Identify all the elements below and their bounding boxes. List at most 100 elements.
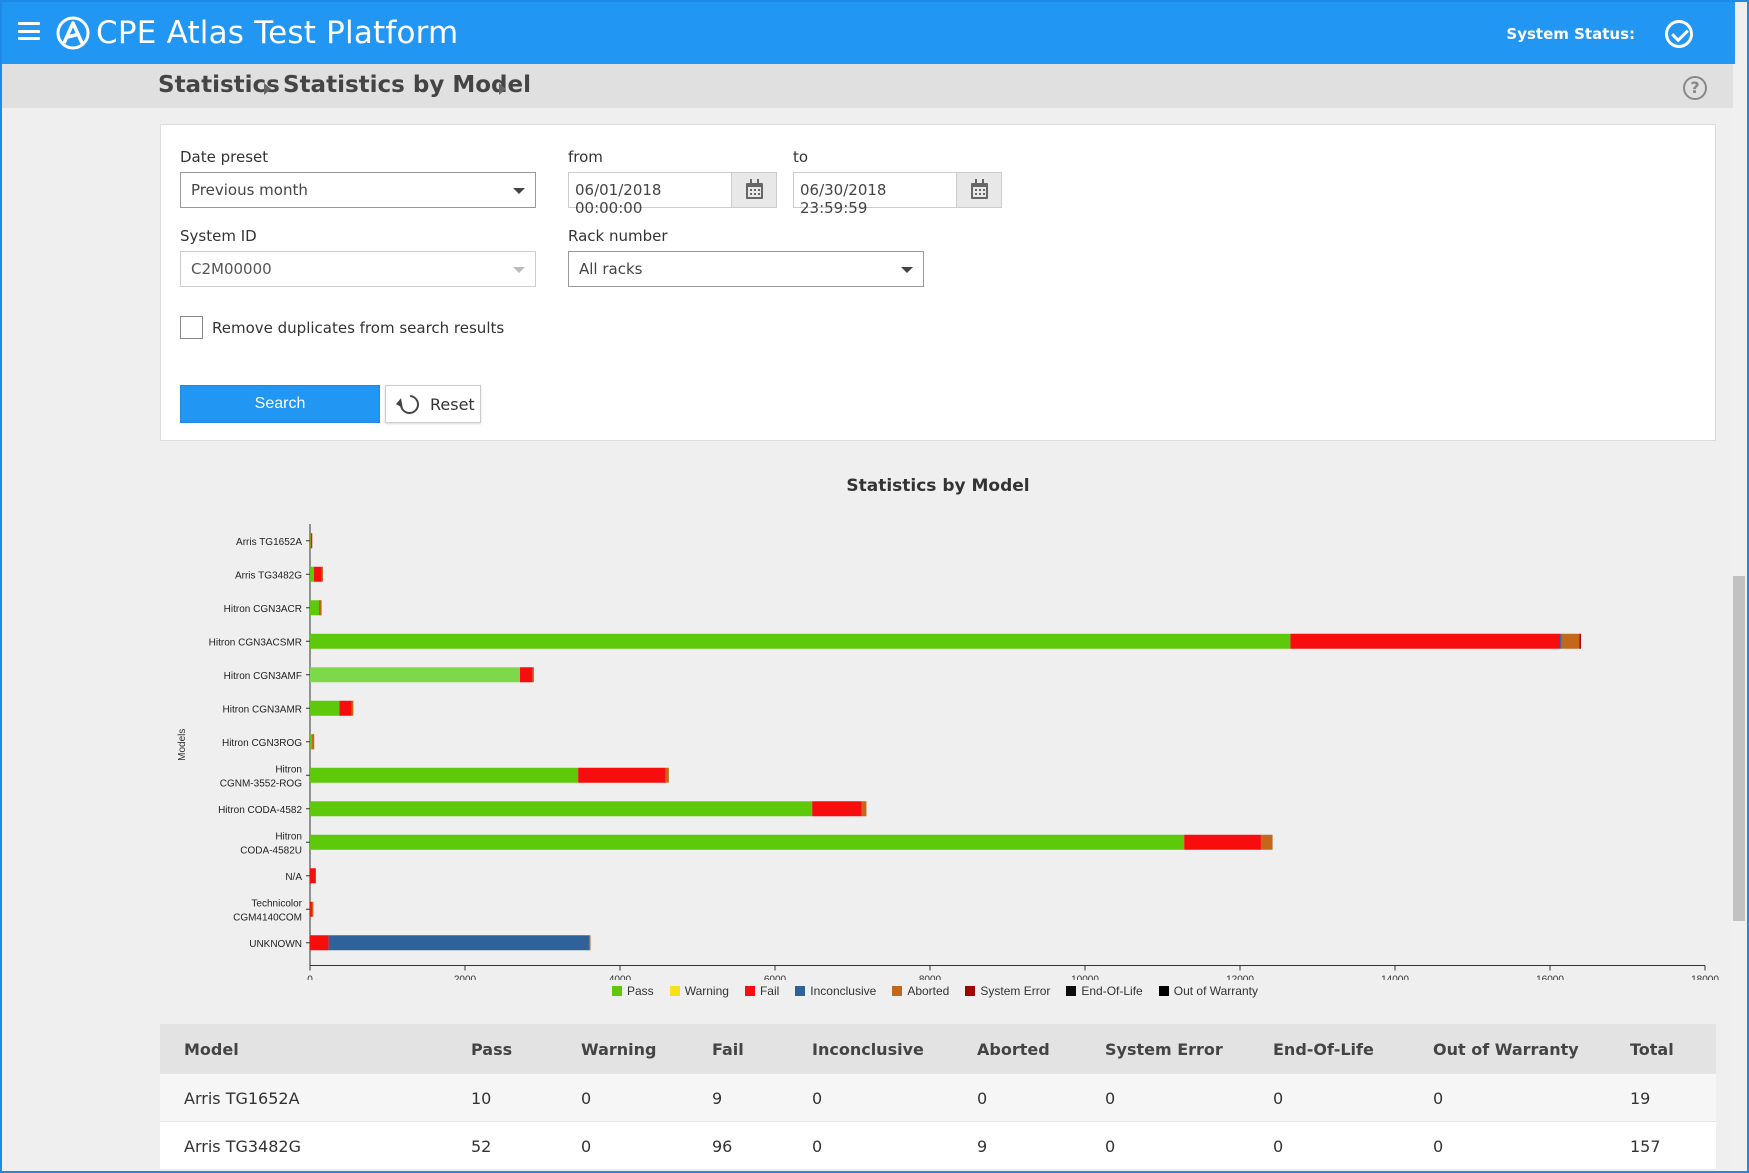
column-header[interactable]: Fail	[712, 1040, 744, 1059]
legend-item[interactable]: Out of Warranty	[1158, 984, 1258, 998]
x-tick-label: 12000	[1226, 975, 1254, 981]
bar-segment-aborted	[861, 801, 867, 817]
column-header[interactable]: Model	[184, 1040, 239, 1059]
table-cell: 9	[977, 1137, 988, 1156]
y-axis-label: Models	[177, 729, 188, 761]
help-icon[interactable]: ?	[1683, 76, 1707, 100]
bar-segment-aborted	[312, 734, 315, 750]
chevron-right-icon	[264, 83, 271, 95]
bar-segment-aborted	[589, 935, 591, 951]
legend-item[interactable]: System Error	[965, 984, 1050, 998]
bar-segment-aborted	[532, 667, 534, 683]
to-calendar-button[interactable]	[956, 172, 1002, 208]
table-row[interactable]: Arris TG1652A 10 0 9 0 0 0 0 0 19	[160, 1074, 1716, 1122]
legend-item[interactable]: Warning	[669, 984, 729, 998]
breadcrumb-statistics-by-model[interactable]: Statistics by Model	[283, 72, 531, 98]
chevron-down-icon	[901, 267, 913, 273]
search-button[interactable]: Search	[180, 385, 380, 423]
bar-segment-fail	[310, 935, 329, 951]
x-tick-label: 8000	[919, 975, 942, 981]
table-cell: 9	[712, 1089, 723, 1108]
menu-icon[interactable]	[18, 22, 40, 40]
bar-segment-pass	[310, 667, 521, 683]
table-cell: 19	[1630, 1089, 1651, 1108]
bar-segment-pass	[310, 600, 320, 616]
category-label: CODA-4582U	[240, 845, 302, 856]
check-circle-icon[interactable]	[1665, 20, 1693, 48]
from-calendar-button[interactable]	[731, 172, 777, 208]
bar-segment-inconclusive	[328, 935, 589, 951]
column-header[interactable]: Pass	[471, 1040, 513, 1059]
to-date-input[interactable]: 06/30/2018 23:59:59	[793, 172, 957, 217]
chevron-down-icon	[513, 267, 525, 273]
legend-label: System Error	[980, 984, 1051, 998]
category-label: Hitron CGN3AMR	[223, 704, 302, 715]
date-preset-label: Date preset	[180, 148, 269, 166]
legend-item[interactable]: End-Of-Life	[1066, 984, 1143, 998]
from-date-input[interactable]: 06/01/2018 00:00:00	[568, 172, 732, 217]
table-row[interactable]: Arris TG3482G 52 0 96 0 9 0 0 0 157	[160, 1122, 1716, 1170]
column-header[interactable]: Aborted	[977, 1040, 1050, 1059]
date-preset-select[interactable]: Previous month	[180, 172, 536, 208]
x-tick-label: 18000	[1691, 975, 1719, 981]
table-cell: 0	[1105, 1089, 1116, 1108]
legend-label: End-Of-Life	[1081, 984, 1143, 998]
legend-item[interactable]: Aborted	[892, 984, 949, 998]
chevron-right-icon	[499, 83, 506, 95]
table-cell: 0	[1433, 1137, 1444, 1156]
x-tick-label: 10000	[1071, 975, 1099, 981]
table-cell: 96	[712, 1137, 733, 1156]
rack-number-select[interactable]: All racks	[568, 251, 924, 287]
bar-segment-fail	[578, 767, 666, 783]
column-header[interactable]: Warning	[581, 1040, 657, 1059]
bar-segment-fail	[1184, 834, 1261, 850]
category-label: Hitron	[275, 764, 302, 775]
bar-segment-pass	[310, 633, 1291, 649]
column-header[interactable]: Out of Warranty	[1433, 1040, 1579, 1059]
legend-swatch	[612, 986, 622, 996]
breadcrumb: Statistics Statistics by Model ?	[0, 64, 1735, 108]
category-label: Arris TG3482G	[235, 570, 302, 581]
table-header-row: Model Pass Warning Fail Inconclusive Aborted S…	[160, 1024, 1716, 1074]
filter-panel: Date preset Previous month from 06/01/20…	[160, 124, 1716, 441]
legend-item[interactable]: Fail	[744, 984, 780, 998]
table-cell: Arris TG3482G	[184, 1137, 301, 1156]
legend-item[interactable]: Pass	[612, 984, 654, 998]
bar-segment-fail	[310, 868, 316, 884]
legend-label: Fail	[759, 984, 780, 998]
bar-segment-fail	[310, 533, 313, 549]
bar-segment-fail	[319, 600, 321, 616]
category-label: CGM4140COM	[233, 912, 302, 923]
bar-segment-fail	[1290, 633, 1561, 649]
legend-swatch	[1158, 986, 1169, 996]
chart-legend: Pass Warning Fail Inconclusive Aborted System…	[612, 984, 1258, 998]
page-scrollbar[interactable]	[1733, 64, 1747, 1171]
from-label: from	[568, 148, 603, 166]
table-cell: 0	[977, 1089, 988, 1108]
column-header[interactable]: Inconclusive	[812, 1040, 924, 1059]
bar-segment-aborted	[1561, 633, 1580, 649]
calendar-icon	[971, 179, 988, 199]
app-title: CPE Atlas Test Platform	[96, 15, 459, 51]
bar-segment-pass	[310, 734, 313, 750]
breadcrumb-statistics[interactable]: Statistics	[158, 72, 280, 98]
column-header[interactable]: Total	[1630, 1040, 1674, 1059]
category-label: CGNM-3552-ROG	[220, 778, 302, 789]
atlas-logo-icon	[56, 16, 90, 50]
table-cell: 0	[1273, 1089, 1284, 1108]
legend-label: Inconclusive	[810, 984, 877, 998]
remove-duplicates-checkbox[interactable]	[180, 316, 203, 339]
x-tick-label: 0	[307, 975, 313, 981]
top-bar: CPE Atlas Test Platform System Status:	[0, 0, 1735, 64]
scrollbar-thumb[interactable]	[1733, 576, 1745, 921]
bar-segment-pass	[310, 834, 1185, 850]
column-header[interactable]: End-Of-Life	[1273, 1040, 1374, 1059]
reset-button[interactable]: Reset	[385, 385, 481, 423]
system-id-select[interactable]: C2M00000	[180, 251, 536, 287]
column-header[interactable]: System Error	[1105, 1040, 1223, 1059]
legend-item[interactable]: Inconclusive	[795, 984, 876, 998]
date-preset-value: Previous month	[191, 181, 308, 199]
category-label: Hitron CODA-4582	[218, 805, 302, 816]
bar-segment-aborted	[311, 901, 314, 917]
category-label: UNKNOWN	[249, 939, 302, 950]
